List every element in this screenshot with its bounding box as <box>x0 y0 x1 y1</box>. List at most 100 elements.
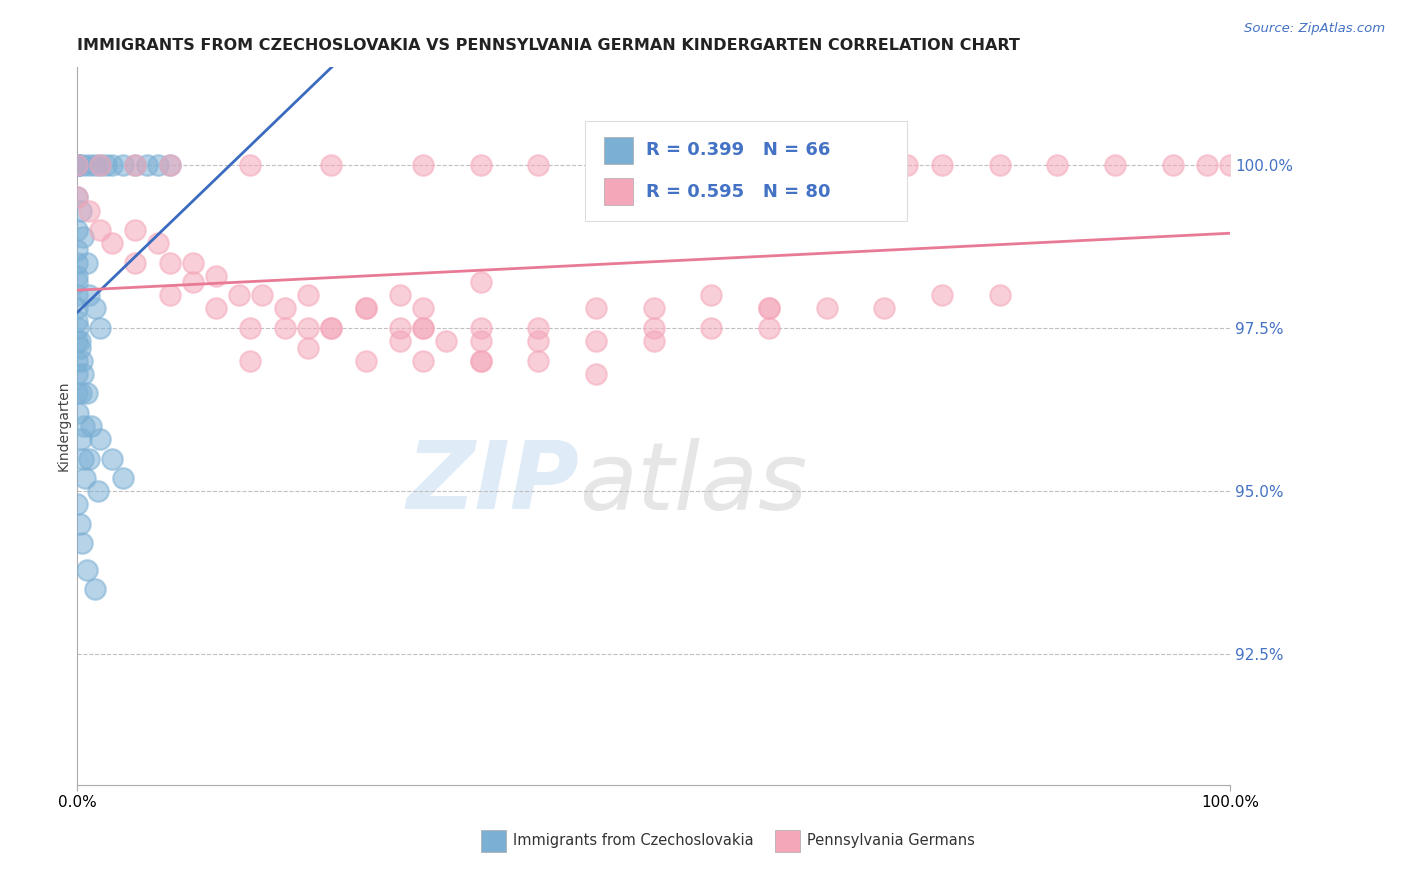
Point <box>72 451 94 466</box>
Point <box>66 158 89 172</box>
Bar <box>605 136 633 164</box>
Point <box>585 334 607 348</box>
Point <box>527 334 550 348</box>
Point <box>228 288 250 302</box>
Point <box>585 301 607 316</box>
Point <box>758 301 780 316</box>
Point <box>83 301 105 316</box>
Point <box>87 484 110 499</box>
Point <box>319 321 342 335</box>
Point <box>239 158 262 172</box>
Y-axis label: Kindergarten: Kindergarten <box>56 381 70 471</box>
Text: atlas: atlas <box>579 438 807 529</box>
Point <box>470 353 492 368</box>
Point <box>66 158 89 172</box>
Point <box>470 158 492 172</box>
Point <box>75 471 97 485</box>
Point <box>66 158 89 172</box>
Point <box>66 158 89 172</box>
Point <box>527 158 550 172</box>
Point <box>146 236 169 251</box>
Point <box>412 353 434 368</box>
Point <box>643 301 665 316</box>
Point <box>758 158 780 172</box>
Point <box>66 223 89 237</box>
Point <box>297 321 319 335</box>
Point <box>66 314 89 328</box>
Point <box>77 203 100 218</box>
Point <box>815 301 838 316</box>
Point <box>354 301 377 316</box>
Point <box>76 562 98 576</box>
Point <box>66 256 89 270</box>
Text: R = 0.399   N = 66: R = 0.399 N = 66 <box>645 142 830 160</box>
Point <box>66 158 89 172</box>
Text: Immigrants from Czechoslovakia: Immigrants from Czechoslovakia <box>513 833 754 848</box>
Bar <box>775 830 800 852</box>
Point <box>83 582 105 596</box>
Point <box>77 451 100 466</box>
Point <box>66 386 89 401</box>
Point <box>896 158 918 172</box>
Point <box>470 334 492 348</box>
Point <box>72 158 94 172</box>
FancyBboxPatch shape <box>585 120 907 221</box>
Point <box>77 158 100 172</box>
Point <box>758 321 780 335</box>
Point <box>76 386 98 401</box>
Point <box>988 158 1011 172</box>
Point <box>66 288 89 302</box>
Point <box>412 158 434 172</box>
Point <box>274 321 297 335</box>
Point <box>389 334 412 348</box>
Text: ZIP: ZIP <box>406 437 579 529</box>
Point <box>297 288 319 302</box>
Point <box>69 432 91 446</box>
Point <box>389 321 412 335</box>
Point <box>89 158 111 172</box>
Point <box>620 158 643 172</box>
Bar <box>481 830 506 852</box>
Point <box>1046 158 1069 172</box>
Point <box>319 158 342 172</box>
Point <box>66 268 89 283</box>
Point <box>239 321 262 335</box>
Point <box>851 158 873 172</box>
Point <box>66 158 89 172</box>
Point <box>1219 158 1241 172</box>
Point <box>66 190 89 204</box>
Point <box>700 321 723 335</box>
Point <box>66 158 89 172</box>
Point <box>297 341 319 355</box>
Point <box>159 288 181 302</box>
Point <box>124 158 146 172</box>
Point <box>112 158 135 172</box>
Point <box>69 203 91 218</box>
Point <box>112 471 135 485</box>
Point <box>643 334 665 348</box>
Point <box>66 367 89 381</box>
Point <box>70 536 93 550</box>
Point <box>72 367 94 381</box>
Point <box>69 386 91 401</box>
Point <box>354 353 377 368</box>
Point <box>146 158 169 172</box>
Point <box>124 256 146 270</box>
Point <box>135 158 157 172</box>
Point <box>988 288 1011 302</box>
Point <box>159 158 181 172</box>
Point <box>72 229 94 244</box>
Point <box>70 353 93 368</box>
Point <box>700 158 723 172</box>
Point <box>1197 158 1219 172</box>
Point <box>67 321 90 335</box>
Point <box>83 158 105 172</box>
Point <box>69 341 91 355</box>
Text: Pennsylvania Germans: Pennsylvania Germans <box>807 833 974 848</box>
Point <box>1161 158 1184 172</box>
Point <box>873 301 896 316</box>
Point <box>66 158 89 172</box>
Point <box>124 223 146 237</box>
Point <box>67 406 90 420</box>
Point <box>700 288 723 302</box>
